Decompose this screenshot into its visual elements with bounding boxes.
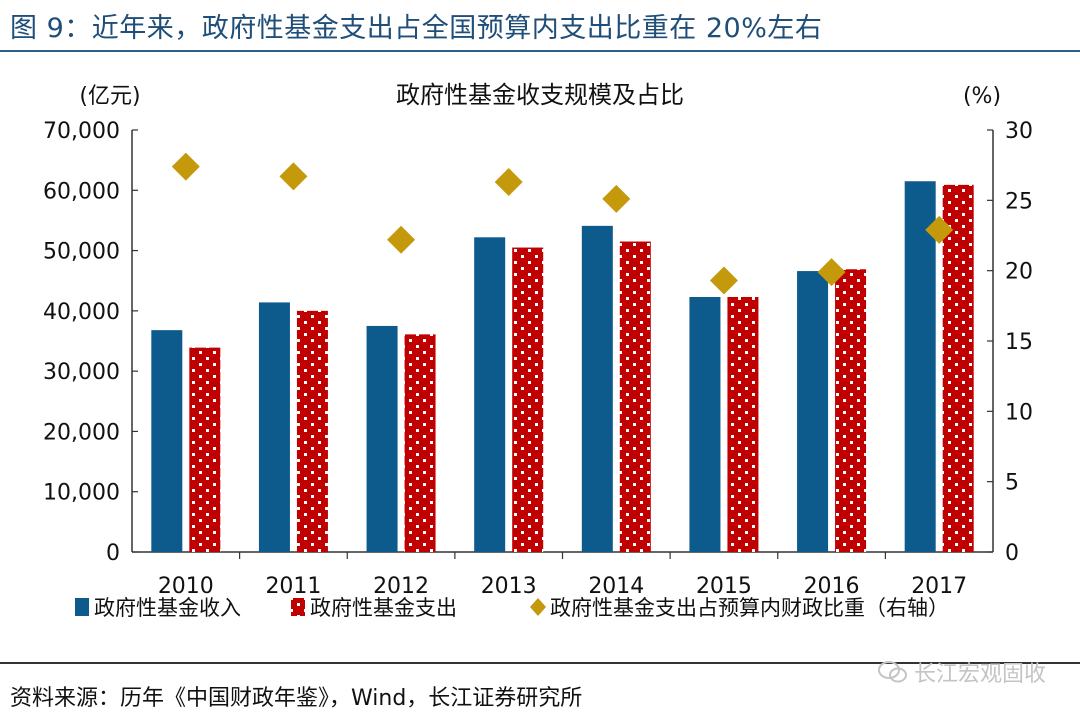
bar-expenditure xyxy=(404,334,436,552)
axes: 0 10,000 20,000 30,000 40,000 50,000 60,000 70,… xyxy=(43,119,1033,599)
bar-income xyxy=(797,271,829,552)
bar-income xyxy=(258,302,290,552)
y-tick-label-left: 70,000 xyxy=(43,119,120,144)
x-tick-label: 2013 xyxy=(481,574,537,599)
y-tick-label-left: 20,000 xyxy=(43,420,120,445)
watermark: 长江宏观固收 xyxy=(877,656,1046,688)
bar-income xyxy=(689,296,721,552)
y-tick-label-right: 25 xyxy=(1005,189,1033,214)
legend-item-income-label: 政府性基金收入 xyxy=(94,596,241,620)
y-tick-label-right: 10 xyxy=(1005,400,1033,425)
watermark-text: 长江宏观固收 xyxy=(913,662,1046,687)
y-tick-label-left: 30,000 xyxy=(43,360,120,385)
y-axis-left-label: (亿元) xyxy=(79,84,140,109)
y-tick-label-right: 15 xyxy=(1005,330,1033,355)
ratio-marker xyxy=(494,168,523,197)
y-tick-label-left: 40,000 xyxy=(43,300,120,325)
bar-expenditure xyxy=(835,269,867,552)
ratio-marker xyxy=(279,162,308,191)
x-tick-label: 2012 xyxy=(373,574,429,599)
y-tick-label-right: 0 xyxy=(1005,541,1019,566)
bars xyxy=(151,181,974,553)
x-tick-label: 2014 xyxy=(588,574,644,599)
bar-expenditure xyxy=(189,347,221,552)
y-tick-label-right: 20 xyxy=(1005,260,1033,285)
ratio-markers xyxy=(171,152,954,295)
figure-title: 图 9：近年来，政府性基金支出占全国预算内支出比重在 20%左右 xyxy=(10,13,823,44)
legend-item-expenditure-label: 政府性基金支出 xyxy=(310,596,457,620)
x-tick-label: 2017 xyxy=(911,574,967,599)
source-note: 资料来源：历年《中国财政年鉴》，Wind，长江证券研究所 xyxy=(10,686,583,711)
bar-income xyxy=(151,330,183,552)
bar-income xyxy=(474,237,506,552)
y-tick-label-left: 0 xyxy=(106,541,120,566)
y-tick-label-right: 5 xyxy=(1005,471,1019,496)
legend-item-expenditure-swatch xyxy=(291,598,305,616)
legend: 政府性基金收入 政府性基金支出 政府性基金支出占预算内财政比重（右轴） xyxy=(75,596,949,620)
x-tick-label: 2011 xyxy=(265,574,321,599)
ratio-marker xyxy=(709,266,738,295)
bar-income xyxy=(366,325,398,552)
y-tick-label-left: 60,000 xyxy=(43,179,120,204)
bar-income xyxy=(581,225,613,552)
y-tick-label-right: 30 xyxy=(1005,119,1033,144)
x-tick-label: 2010 xyxy=(158,574,214,599)
ratio-marker xyxy=(817,258,846,287)
ratio-marker xyxy=(171,152,200,181)
chart: 政府性基金收支规模及占比 (亿元) (%) 0 10,000 20,000 30,00… xyxy=(43,81,1033,620)
legend-item-income-swatch xyxy=(75,598,89,616)
bottom-rule xyxy=(0,662,1080,664)
legend-item-ratio-swatch xyxy=(530,598,546,616)
bar-expenditure xyxy=(512,247,544,553)
bar-expenditure xyxy=(942,184,974,553)
ratio-marker xyxy=(925,215,954,244)
ratio-marker xyxy=(387,225,416,254)
chart-title: 政府性基金收支规模及占比 xyxy=(396,81,684,109)
ratio-marker xyxy=(602,184,631,213)
legend-item-ratio-label: 政府性基金支出占预算内财政比重（右轴） xyxy=(550,596,949,620)
title-rule xyxy=(0,50,1080,52)
y-tick-label-left: 10,000 xyxy=(43,481,120,506)
y-axis-right-label: (%) xyxy=(963,84,1001,109)
bar-expenditure xyxy=(619,241,651,552)
wechat-icon xyxy=(877,661,907,683)
bar-income xyxy=(904,181,936,552)
bar-expenditure xyxy=(296,310,328,552)
x-tick-label: 2015 xyxy=(696,574,752,599)
y-tick-label-left: 50,000 xyxy=(43,240,120,265)
x-tick-label: 2016 xyxy=(804,574,860,599)
bar-expenditure xyxy=(727,296,759,552)
